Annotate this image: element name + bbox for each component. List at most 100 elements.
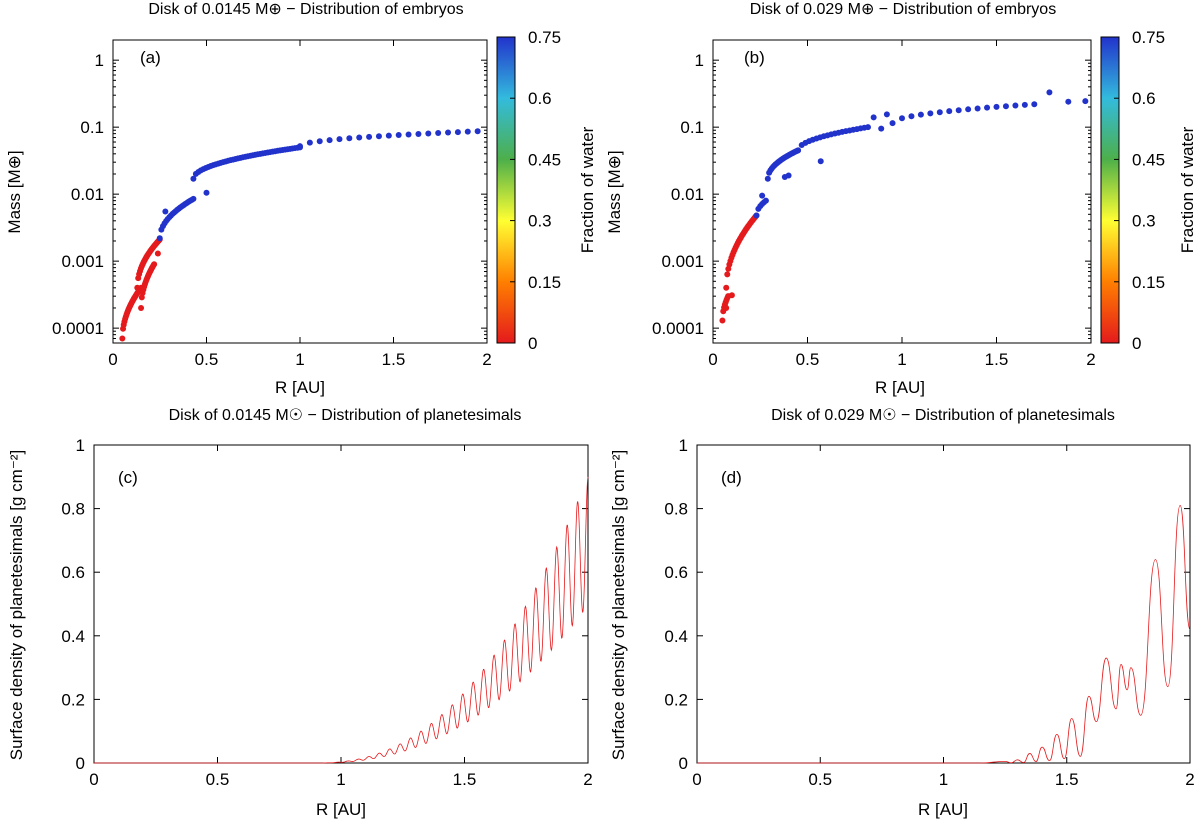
a-embryo-point	[375, 133, 382, 140]
a-embryo-point	[346, 135, 353, 142]
b-cb-tick-label: 0.6	[1132, 89, 1156, 108]
c-xtick-label: 0.5	[206, 770, 230, 789]
panel-a-title: Disk of 0.0145 M⊕ − Distribution of embr…	[148, 1, 463, 18]
panel-a-colorbar-ticks: 0 0.15 0.3 0.45 0.6 0.75	[510, 28, 561, 353]
a-xtick-label: 1.5	[382, 350, 406, 369]
a-embryo-point	[156, 235, 163, 242]
b-cb-tick-label: 0.15	[1132, 273, 1165, 292]
b-embryo-point	[899, 115, 905, 122]
a-cb-tick-label: 0.15	[528, 273, 561, 292]
a-embryo-point	[151, 261, 158, 268]
d-ytick-label: 0	[679, 754, 688, 773]
d-density-line	[697, 505, 1191, 764]
panel-b-label: (b)	[744, 48, 765, 67]
panel-d-ticks: 0 0.5 1 1.5 2 0 0.2 0.4 0.6 0.8 1	[664, 436, 1194, 789]
a-cb-tick-label: 0.3	[528, 212, 552, 231]
panel-a-colorbar-label: Fraction of water	[578, 126, 597, 253]
c-ytick-label: 0.2	[61, 690, 85, 709]
panel-b-ylabel: Mass [M⊕]	[605, 150, 624, 233]
d-xtick-label: 0	[692, 770, 701, 789]
a-xtick-label: 0.5	[195, 350, 219, 369]
b-embryo-point	[984, 104, 991, 111]
b-embryo-point	[759, 192, 766, 199]
b-embryo-point	[795, 147, 802, 154]
a-embryo-point	[326, 137, 333, 144]
d-xtick-label: 0.5	[808, 770, 832, 789]
b-embryo-point	[965, 106, 972, 113]
b-embryo-point	[974, 105, 981, 112]
b-embryo-point	[1046, 89, 1053, 96]
d-xtick-label: 1.5	[1055, 770, 1079, 789]
b-embryo-point	[728, 292, 735, 299]
b-ytick-label: 1	[695, 51, 704, 70]
a-embryo-point	[162, 208, 169, 215]
panel-c-ticks: 0 0.5 1 1.5 2 0 0.2 0.4 0.6 0.8 1	[61, 436, 592, 789]
a-embryo-point	[190, 195, 197, 202]
b-embryo-point	[908, 113, 915, 120]
panel-b-colorbar-ticks: 0 0.15 0.3 0.45 0.6 0.75	[1114, 28, 1165, 353]
panel-d-xlabel: R [AU]	[918, 800, 968, 819]
panel-b-plot-frame	[712, 39, 1092, 344]
a-embryo-point	[154, 250, 161, 257]
panel-b-colorbar-label: Fraction of water	[1178, 126, 1197, 253]
a-embryo-point	[203, 189, 210, 196]
d-ytick-label: 0.6	[664, 563, 688, 582]
panel-d-label: (d)	[721, 468, 742, 487]
a-embryo-point	[119, 335, 126, 342]
panel-b-colorbar	[1100, 36, 1120, 344]
panel-c: Disk of 0.0145 M☉ − Distribution of plan…	[7, 407, 593, 819]
b-cb-tick-label: 0	[1132, 334, 1141, 353]
a-embryo-point	[306, 139, 313, 146]
a-ytick-label: 0.001	[61, 252, 104, 271]
b-embryo-point	[1065, 98, 1072, 105]
panel-b-ticks: 0 0.5 1 1.5 2 0.0001 0.001 0.01 0.1 1	[652, 39, 1096, 369]
b-embryo-point	[764, 175, 771, 182]
d-ytick-label: 0.4	[664, 627, 688, 646]
b-ytick-label: 0.001	[661, 252, 704, 271]
panel-d-title: Disk of 0.029 M☉ − Distribution of plane…	[771, 407, 1115, 424]
panel-b-title: Disk of 0.029 M⊕ − Distribution of embry…	[750, 1, 1056, 18]
panel-d-ylabel: Surface density of planetesimals [g cm⁻²…	[609, 450, 628, 760]
a-embryo-point	[405, 131, 412, 138]
a-ytick-label: 0.0001	[52, 319, 104, 338]
panel-a-xlabel: R [AU]	[275, 378, 325, 397]
d-ytick-label: 0.8	[664, 500, 688, 519]
b-ytick-label: 0.0001	[652, 319, 704, 338]
b-cb-tick-label: 0.3	[1132, 212, 1156, 231]
b-embryo-point	[946, 108, 953, 115]
d-ytick-label: 1	[679, 436, 688, 455]
a-ytick-label: 0.1	[80, 118, 104, 137]
b-embryo-point	[917, 111, 924, 118]
b-embryo-point	[1012, 102, 1019, 109]
c-xtick-label: 1.5	[453, 770, 477, 789]
b-embryo-point	[1082, 98, 1089, 105]
b-embryo-point	[719, 317, 726, 324]
a-embryo-point	[316, 138, 323, 145]
a-cb-tick-label: 0	[528, 334, 537, 353]
a-embryo-point	[356, 134, 363, 141]
b-xtick-label: 1.5	[985, 350, 1009, 369]
b-embryo-point	[1002, 103, 1009, 110]
a-embryo-point	[445, 129, 452, 136]
c-ytick-label: 1	[76, 436, 85, 455]
b-xtick-label: 2	[1086, 350, 1095, 369]
panel-b-marks	[719, 89, 1089, 324]
a-cb-tick-label: 0.45	[528, 150, 561, 169]
a-embryo-point	[425, 130, 432, 137]
c-xtick-label: 1	[336, 770, 345, 789]
panel-a-ylabel: Mass [M⊕]	[5, 150, 24, 233]
b-embryo-point	[883, 111, 890, 118]
a-embryo-point	[366, 133, 373, 140]
a-embryo-point	[415, 130, 422, 137]
b-embryo-point	[936, 109, 943, 116]
panel-a-plot-frame	[112, 39, 488, 344]
c-ytick-label: 0.8	[61, 500, 85, 519]
panel-d-plot-frame	[696, 444, 1191, 764]
panel-c-title: Disk of 0.0145 M☉ − Distribution of plan…	[169, 407, 522, 424]
b-embryo-point	[762, 197, 769, 204]
b-embryo-point	[817, 158, 824, 165]
a-xtick-label: 1	[295, 350, 304, 369]
b-embryo-point	[864, 124, 871, 131]
a-xtick-label: 0	[108, 350, 117, 369]
c-ytick-label: 0.6	[61, 563, 85, 582]
